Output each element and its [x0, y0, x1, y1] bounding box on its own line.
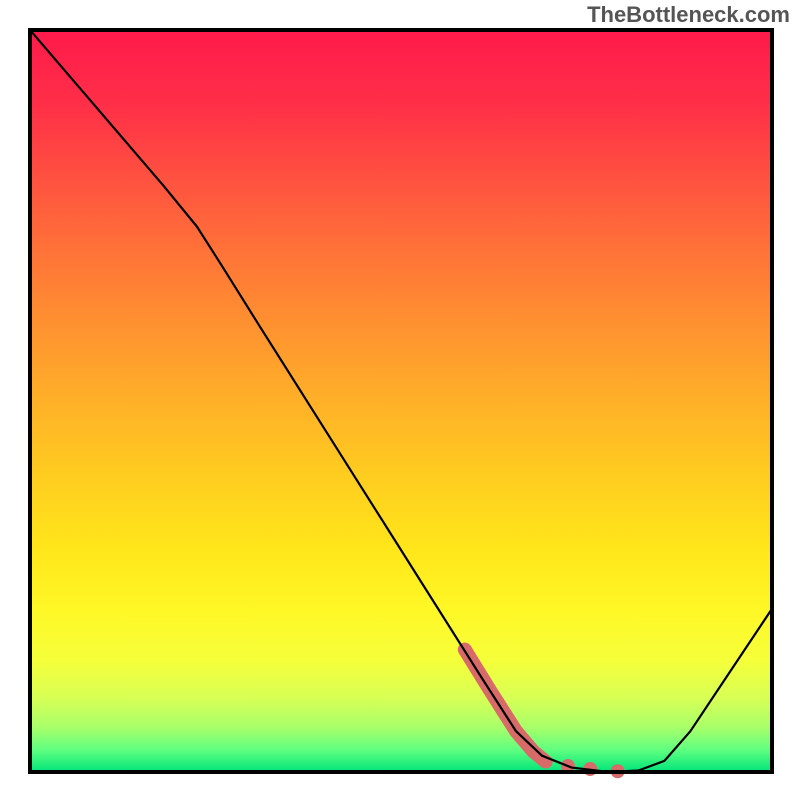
chart-background — [30, 30, 772, 772]
chart-container: TheBottleneck.com — [0, 0, 800, 800]
bottleneck-chart — [0, 0, 800, 800]
